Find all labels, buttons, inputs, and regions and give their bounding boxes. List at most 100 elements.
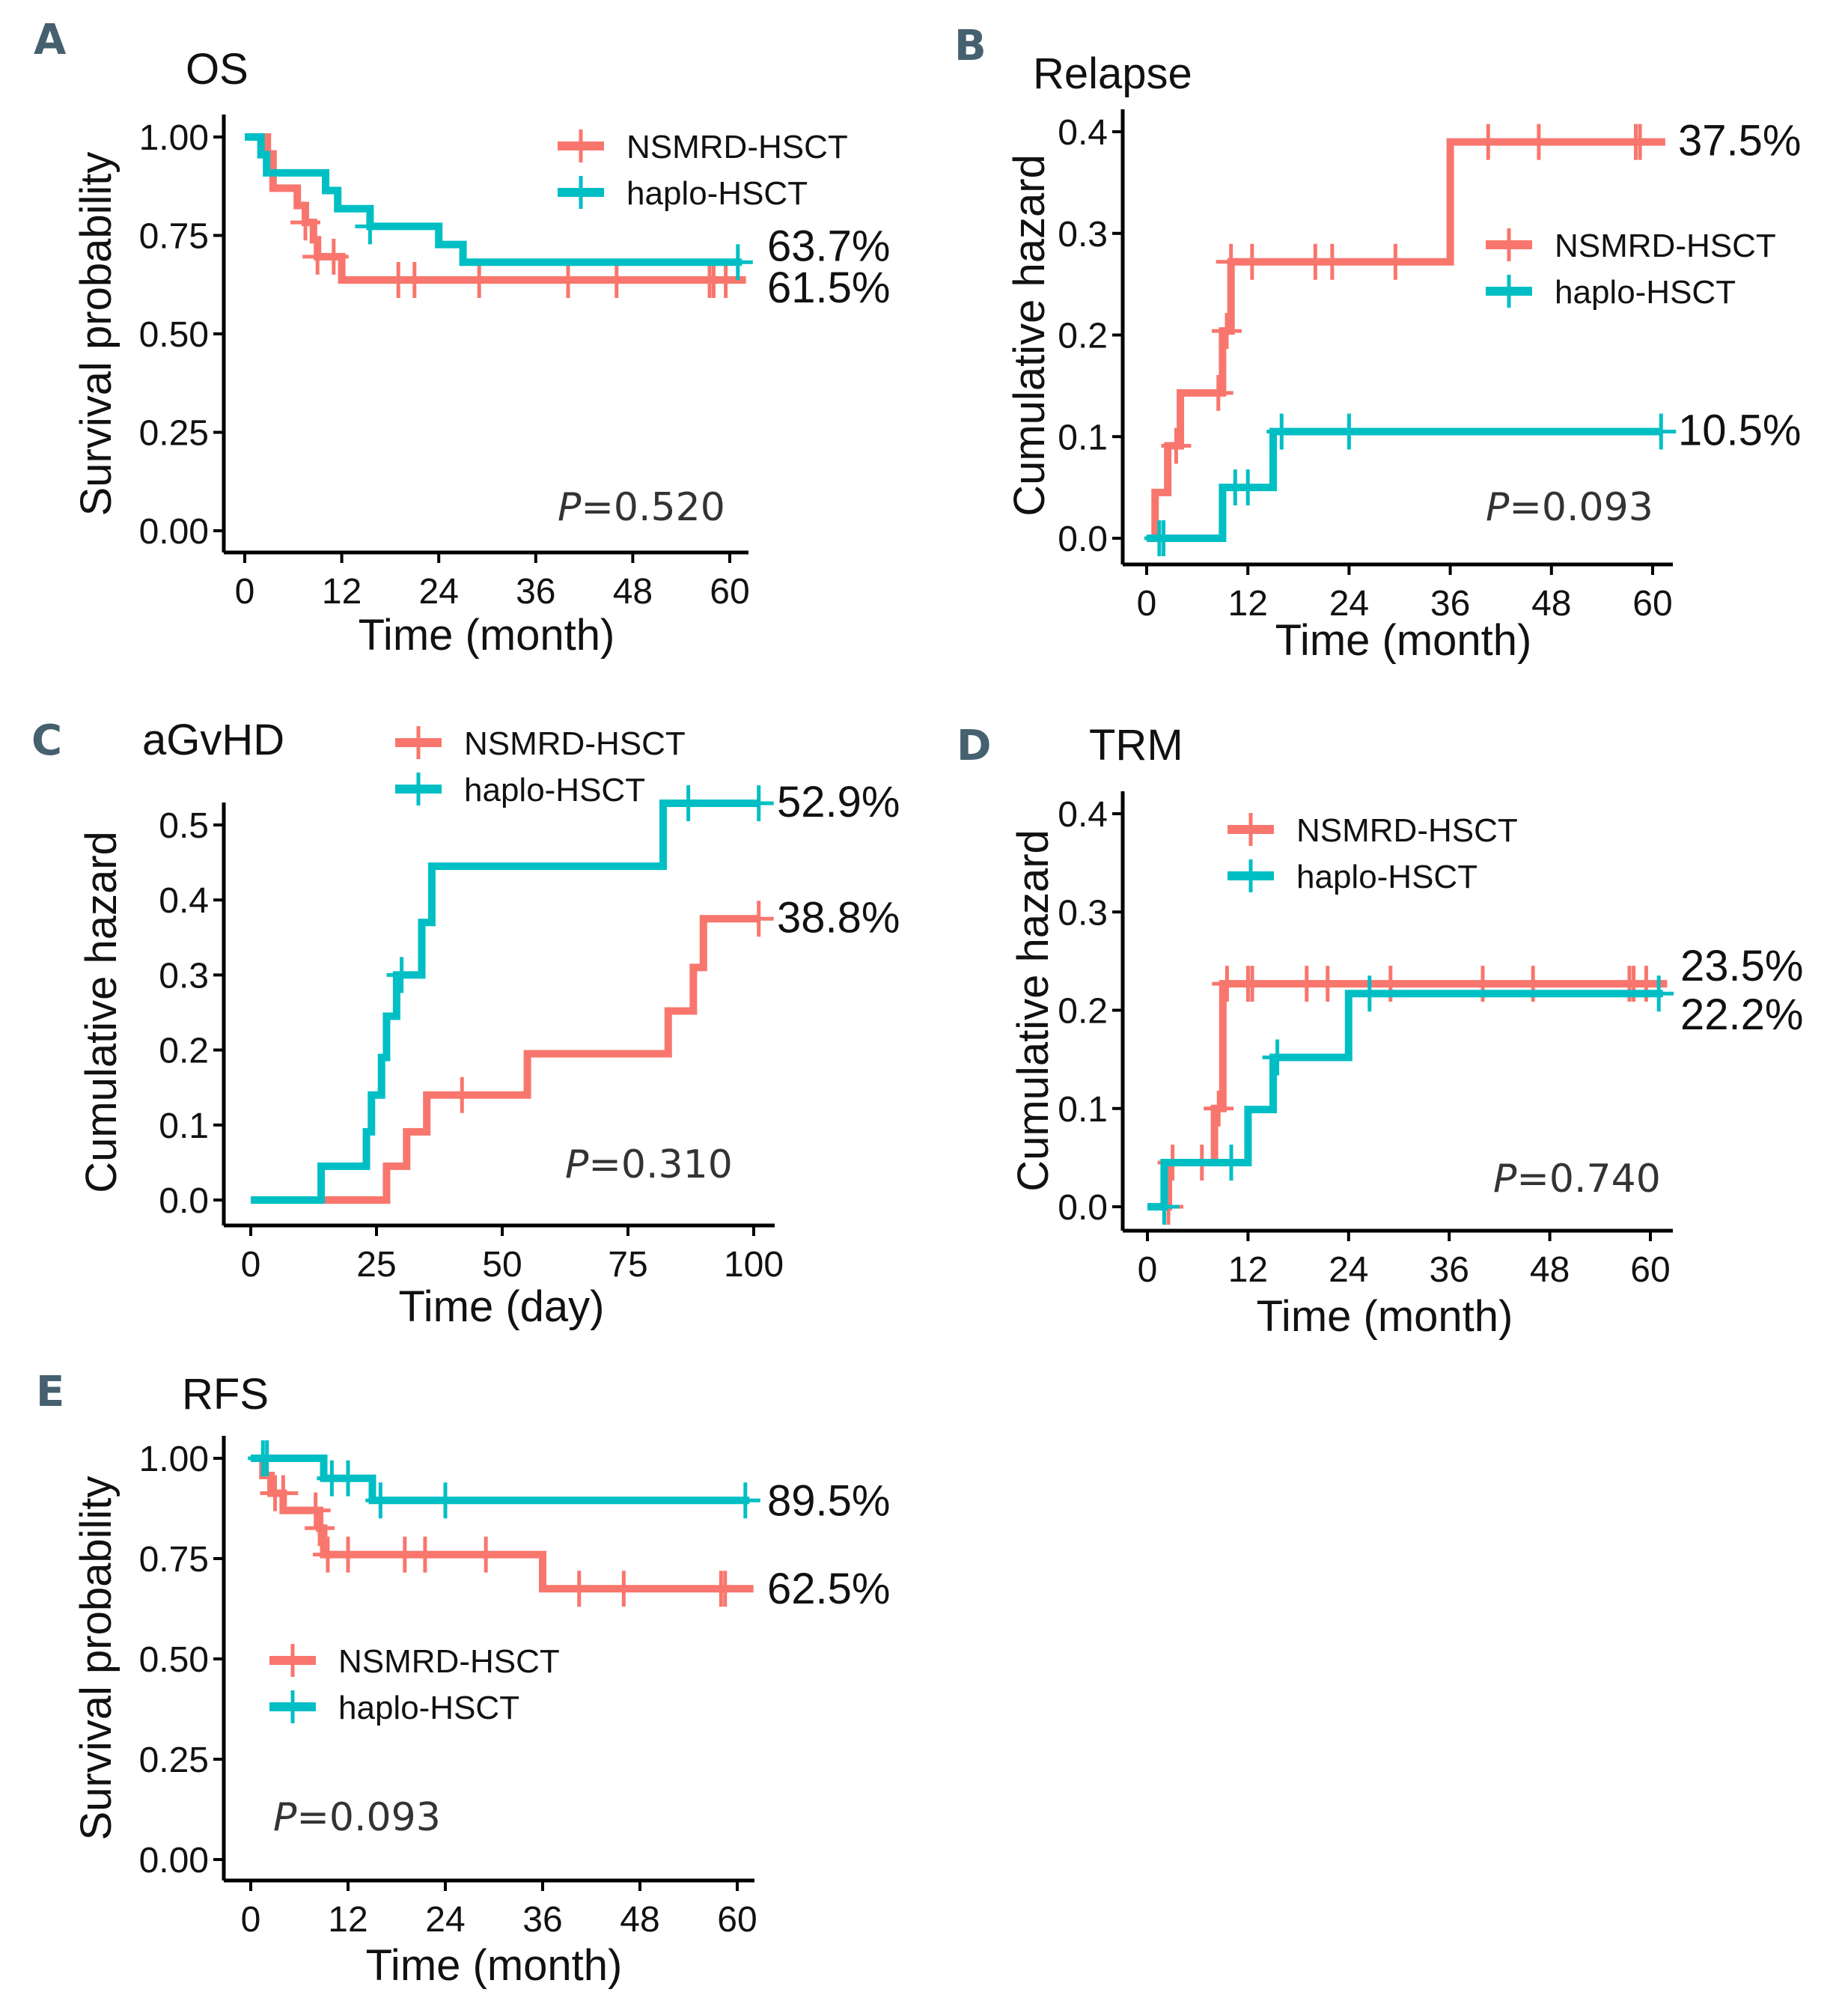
legend-label: haplo-HSCT xyxy=(464,772,645,808)
censor-mark-haplo xyxy=(743,785,774,821)
x-tick-label: 0 xyxy=(235,572,255,612)
chart-title: Relapse xyxy=(1033,49,1192,98)
p-value: P=0.310 xyxy=(565,1142,733,1187)
legend-label: haplo-HSCT xyxy=(626,175,808,212)
legend-item-haplo: haplo-HSCT xyxy=(395,772,645,808)
y-tick-label: 0.0 xyxy=(159,1181,209,1221)
curve-haplo xyxy=(245,133,742,267)
censor-mark-nsmrd xyxy=(1380,243,1411,280)
end-label-haplo: 89.5% xyxy=(767,1476,890,1525)
censor-mark-nsmrd xyxy=(268,1475,299,1511)
y-tick-label: 0.5 xyxy=(159,806,209,846)
x-tick-label: 48 xyxy=(1530,1250,1570,1290)
chart-title: OS xyxy=(186,45,248,94)
panel-rfs: E RFS 0.00 0.25 0.50 0.75 1.00 0 12 24 36 48 60 Tim… xyxy=(36,1368,890,1990)
x-tick-label: 24 xyxy=(1329,1250,1368,1290)
y-axis-title: Cumulative hazard xyxy=(77,831,126,1193)
x-axis-title: Time (month) xyxy=(1275,616,1532,665)
y-tick-label: 1.00 xyxy=(139,118,209,158)
censor-mark-haplo xyxy=(730,1482,760,1519)
y-tick-label: 0.00 xyxy=(139,1841,209,1881)
censor-mark-nsmrd xyxy=(447,1076,478,1113)
censor-mark-nsmrd xyxy=(1212,313,1242,350)
x-tick-label: 48 xyxy=(1531,584,1571,624)
legend-label: NSMRD-HSCT xyxy=(338,1643,560,1680)
censor-mark-nsmrd xyxy=(1237,966,1267,1002)
censor-mark-haplo xyxy=(1148,520,1179,556)
x-axis-title: Time (month) xyxy=(366,1941,623,1990)
censor-mark-nsmrd xyxy=(333,1536,363,1573)
legend-item-haplo: haplo-HSCT xyxy=(1228,859,1477,895)
x-tick-label: 0 xyxy=(241,1900,261,1940)
x-axis-title: Time (month) xyxy=(359,611,615,660)
censor-mark-haplo xyxy=(722,244,753,281)
legend-item-nsmrd: NSMRD-HSCT xyxy=(395,725,686,762)
legend-item-nsmrd: NSMRD-HSCT xyxy=(1228,812,1518,849)
end-label-haplo: 52.9% xyxy=(777,778,900,826)
y-tick-label: 0.25 xyxy=(139,1741,209,1780)
p-value: P=0.520 xyxy=(558,485,725,530)
legend-item-haplo: haplo-HSCT xyxy=(269,1690,519,1726)
y-tick-label: 0.2 xyxy=(1058,317,1108,356)
censor-mark-haplo xyxy=(1233,469,1263,506)
x-tick-label: 48 xyxy=(613,572,653,612)
censor-mark-haplo xyxy=(386,957,417,993)
panel-letter: E xyxy=(36,1368,64,1416)
panel-agvhd: C aGvHD 0.0 0.1 0.2 0.3 0.4 0.5 0 25 50 75 100 Time… xyxy=(31,716,900,1331)
legend-item-nsmrd: NSMRD-HSCT xyxy=(269,1643,560,1680)
legend-label: NSMRD-HSCT xyxy=(1555,228,1776,264)
x-tick-label: 25 xyxy=(356,1245,396,1285)
censor-mark-haplo xyxy=(673,785,704,821)
x-tick-label: 50 xyxy=(482,1245,522,1285)
p-value: P=0.093 xyxy=(273,1795,441,1840)
censor-mark-nsmrd xyxy=(305,1510,335,1547)
y-tick-label: 0.1 xyxy=(1058,418,1108,457)
legend-label: NSMRD-HSCT xyxy=(1296,812,1518,849)
y-tick-label: 0.0 xyxy=(1058,1188,1108,1228)
censor-mark-nsmrd xyxy=(409,1536,440,1573)
y-axis-title: Cumulative hazard xyxy=(1009,829,1058,1192)
censor-mark-nsmrd xyxy=(318,238,349,275)
x-tick-label: 0 xyxy=(1137,584,1157,624)
censor-mark-haplo xyxy=(1644,975,1674,1012)
x-tick-label: 12 xyxy=(1228,1250,1268,1290)
x-tick-label: 0 xyxy=(241,1245,261,1285)
censor-mark-nsmrd xyxy=(1523,124,1554,160)
curve-nsmrd xyxy=(321,915,759,1204)
y-axis-title: Survival probability xyxy=(72,1476,121,1841)
censor-mark-nsmrd xyxy=(1317,243,1347,280)
y-tick-label: 0.3 xyxy=(159,956,209,996)
x-tick-label: 12 xyxy=(1228,584,1268,624)
panel-letter: D xyxy=(957,722,991,770)
y-tick-label: 0.75 xyxy=(139,1540,209,1580)
end-label-haplo: 63.7% xyxy=(767,222,890,270)
censor-mark-nsmrd xyxy=(1204,1090,1234,1127)
censor-mark-haplo xyxy=(1646,413,1677,450)
censor-mark-haplo xyxy=(1262,1039,1293,1076)
censor-mark-nsmrd xyxy=(564,1571,594,1607)
x-tick-label: 36 xyxy=(522,1900,562,1940)
x-tick-label: 0 xyxy=(1138,1250,1158,1290)
x-tick-label: 36 xyxy=(1430,1250,1469,1290)
plot-area: 0.00 0.25 0.50 0.75 1.00 0 12 24 36 48 60 Time (mon… xyxy=(72,1436,890,1990)
y-tick-label: 0.4 xyxy=(159,881,209,921)
censor-mark-nsmrd xyxy=(1473,124,1504,160)
censor-mark-nsmrd xyxy=(464,261,495,298)
x-tick-label: 48 xyxy=(620,1900,659,1940)
censor-mark-nsmrd xyxy=(710,1571,740,1607)
x-tick-label: 75 xyxy=(608,1245,647,1285)
y-tick-label: 0.1 xyxy=(1058,1090,1108,1130)
censor-mark-nsmrd xyxy=(601,261,632,298)
legend-label: haplo-HSCT xyxy=(1296,859,1477,895)
end-label-nsmrd: 61.5% xyxy=(767,264,890,312)
x-tick-label: 12 xyxy=(322,572,362,612)
censor-mark-nsmrd xyxy=(300,1492,331,1529)
end-label-nsmrd: 37.5% xyxy=(1678,117,1801,165)
plot-area: 0.00 0.25 0.50 0.75 1.00 0 12 24 36 48 60 Time (mon… xyxy=(72,115,890,660)
p-value: P=0.093 xyxy=(1486,485,1653,530)
panel-relapse: B Relapse 0.0 0.1 0.2 0.3 0.4 0 12 24 36 48 60 Time… xyxy=(954,22,1801,665)
plot-area: 0.0 0.1 0.2 0.3 0.4 0 12 24 36 48 60 Time (month) Cu… xyxy=(1005,109,1801,665)
y-tick-label: 0.3 xyxy=(1058,893,1108,933)
y-tick-label: 1.00 xyxy=(139,1440,209,1479)
